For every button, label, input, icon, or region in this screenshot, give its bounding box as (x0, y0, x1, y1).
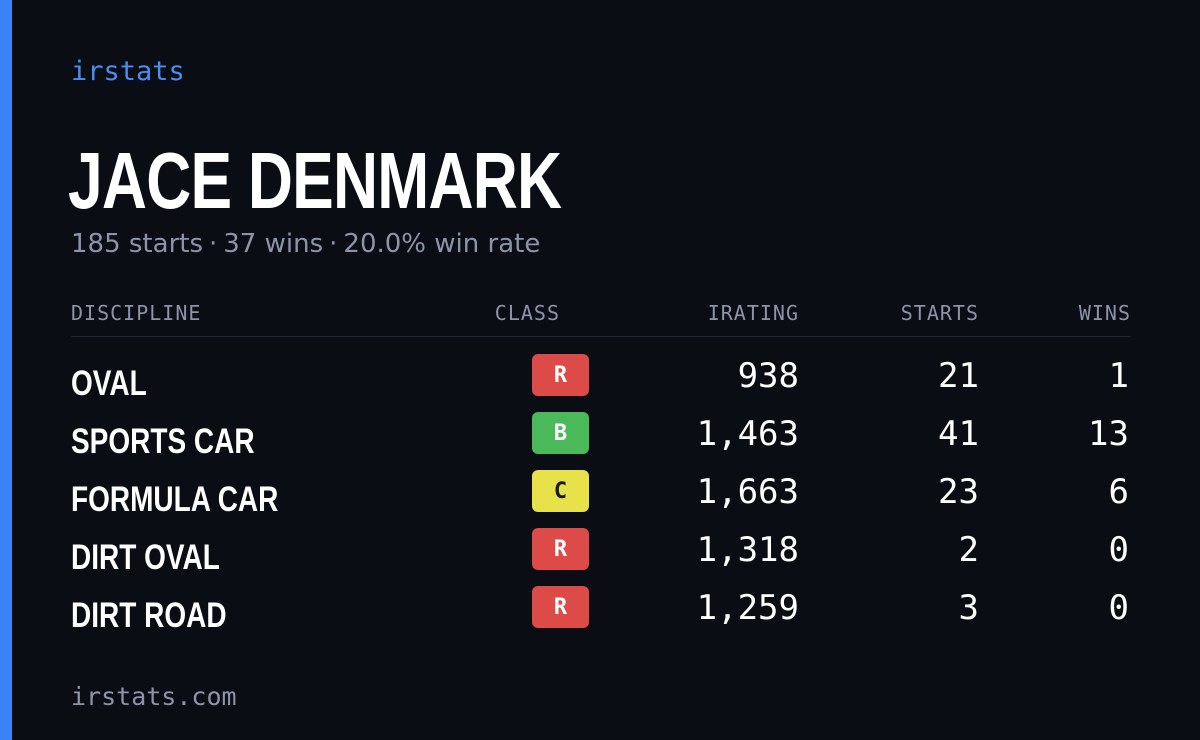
class-badge: C (532, 470, 589, 512)
header-wins: WINS (1078, 301, 1131, 325)
table-row: FORMULA CAR C 1,663 23 6 (71, 466, 1131, 524)
accent-bar (0, 0, 12, 740)
discipline-name: OVAL (71, 364, 147, 403)
class-badge: R (532, 354, 589, 396)
table-row: DIRT ROAD R 1,259 3 0 (71, 582, 1131, 640)
discipline-name: FORMULA CAR (71, 480, 279, 519)
wins-value: 6 (1108, 472, 1129, 512)
table-row: OVAL R 938 21 1 (71, 350, 1131, 408)
starts-value: 2 (958, 530, 979, 570)
discipline-name: SPORTS CAR (71, 422, 255, 461)
header-irating: IRATING (707, 301, 799, 325)
wins-value: 1 (1108, 356, 1129, 396)
class-badge: R (532, 528, 589, 570)
brand-logo: irstats (71, 56, 185, 87)
win-rate-summary: 20.0% win rate (343, 229, 541, 259)
separator: · (209, 229, 218, 259)
irating-value: 1,259 (696, 588, 799, 628)
discipline-name: DIRT ROAD (71, 596, 227, 635)
starts-value: 23 (938, 472, 979, 512)
irating-value: 938 (737, 356, 799, 396)
class-badge: R (532, 586, 589, 628)
wins-value: 0 (1108, 588, 1129, 628)
irating-value: 1,463 (696, 414, 799, 454)
wins-summary: 37 wins (223, 229, 324, 259)
discipline-name: DIRT OVAL (71, 538, 220, 577)
header-divider (71, 336, 1131, 337)
table-row: SPORTS CAR B 1,463 41 13 (71, 408, 1131, 466)
starts-value: 41 (938, 414, 979, 454)
wins-value: 0 (1108, 530, 1129, 570)
starts-value: 21 (938, 356, 979, 396)
irating-value: 1,318 (696, 530, 799, 570)
table-header: DISCIPLINE CLASS IRATING STARTS WINS (71, 301, 1131, 327)
starts-summary: 185 starts (71, 229, 203, 259)
class-badge: B (532, 412, 589, 454)
separator: · (329, 229, 338, 259)
table-body: OVAL R 938 21 1 SPORTS CAR B 1,463 41 13… (71, 350, 1131, 640)
footer-url: irstats.com (71, 682, 237, 711)
player-name: JACE DENMARK (68, 136, 562, 225)
table-row: DIRT OVAL R 1,318 2 0 (71, 524, 1131, 582)
header-starts: STARTS (900, 301, 979, 325)
starts-value: 3 (958, 588, 979, 628)
player-summary: 185 starts · 37 wins · 20.0% win rate (71, 229, 540, 259)
irating-value: 1,663 (696, 472, 799, 512)
header-discipline: DISCIPLINE (71, 301, 202, 325)
wins-value: 13 (1088, 414, 1129, 454)
header-class-label: CLASS (494, 301, 560, 325)
